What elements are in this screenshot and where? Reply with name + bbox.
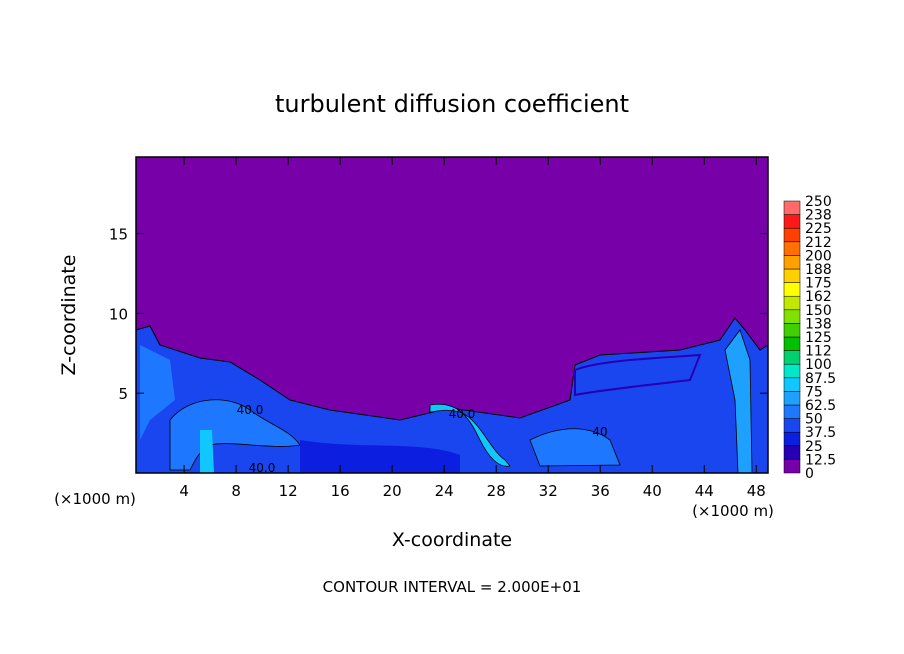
y-tick-label: 15 xyxy=(109,226,128,244)
x-tick-label: 40 xyxy=(643,482,662,500)
field-region xyxy=(140,345,175,440)
colorbar-label: 100 xyxy=(805,357,832,373)
colorbar-label: 87.5 xyxy=(805,371,836,387)
x-tick-label: 36 xyxy=(591,482,610,500)
field xyxy=(135,157,769,474)
colorbar-label: 250 xyxy=(805,194,832,210)
colorbar-label: 162 xyxy=(805,289,832,305)
colorbar-cell xyxy=(783,404,801,419)
colorbar-label: 238 xyxy=(805,208,832,224)
colorbar-label: 112 xyxy=(805,344,832,360)
field-region xyxy=(300,440,460,473)
colorbar-cell xyxy=(783,227,801,243)
y-tick-label: 10 xyxy=(109,305,128,323)
colorbar-cell xyxy=(783,391,801,406)
x-tick-label: 48 xyxy=(747,482,766,500)
contour-label: 40 xyxy=(592,425,607,439)
x-unit-label: (×1000 m) xyxy=(54,490,136,508)
x-tick-label: 4 xyxy=(179,482,189,500)
colorbar-label: 37.5 xyxy=(805,425,836,441)
x-tick-label: 28 xyxy=(487,482,506,500)
field-region xyxy=(574,353,702,397)
colorbar-label: 212 xyxy=(805,235,832,251)
colorbar-cell xyxy=(783,282,801,297)
y-axis-label: Z-coordinate xyxy=(58,255,80,376)
colorbar-cell xyxy=(783,445,801,460)
colorbar-label: 50 xyxy=(805,412,823,428)
colorbar-cell xyxy=(783,350,801,365)
contour-label: 40.0 xyxy=(237,403,264,417)
field-region xyxy=(429,403,511,467)
colorbar-label: 0 xyxy=(805,466,814,482)
colorbar-label: 75 xyxy=(805,384,823,400)
colorbar-cell xyxy=(783,377,801,392)
colorbar-label: 62.5 xyxy=(805,398,836,414)
colorbar-cell xyxy=(783,418,801,433)
x-axis-label: X-coordinate xyxy=(392,529,512,551)
colorbar-label: 150 xyxy=(805,303,832,319)
colorbar-label: 225 xyxy=(805,221,832,237)
colorbar-label: 138 xyxy=(805,316,832,332)
x-tick-label: 16 xyxy=(331,482,350,500)
colorbar-cell xyxy=(783,309,801,324)
colorbar-cell xyxy=(783,268,801,283)
colorbar-label: 188 xyxy=(805,262,832,278)
colorbar-cell xyxy=(783,241,801,256)
y-tick-label: 5 xyxy=(118,385,128,403)
x-tick-label: 24 xyxy=(435,482,454,500)
contour-label: 40.0 xyxy=(449,407,476,421)
colorbar-cell xyxy=(783,200,801,215)
colorbar-label: 125 xyxy=(805,330,832,346)
x-tick-label: 44 xyxy=(695,482,714,500)
colorbar-cell xyxy=(783,363,801,379)
plot-frame xyxy=(135,156,769,474)
x-tick-label: 8 xyxy=(231,482,241,500)
field-region xyxy=(135,317,769,474)
colorbar-label: 12.5 xyxy=(805,452,836,468)
colorbar-cell xyxy=(783,336,801,351)
field-region xyxy=(169,399,301,471)
field-region xyxy=(200,430,214,473)
colorbar-label: 175 xyxy=(805,276,832,292)
x-tick-label: 32 xyxy=(539,482,558,500)
x-tick-label: 12 xyxy=(279,482,298,500)
colorbar-label: 200 xyxy=(805,248,832,264)
footer: CONTOUR INTERVAL = 2.000E+01 xyxy=(323,578,582,596)
x-unit-label: (×1000 m) xyxy=(692,502,774,520)
colorbar-cell xyxy=(783,431,801,447)
colorbar-cell xyxy=(783,255,801,270)
colorbar-cell xyxy=(783,214,801,229)
field-region xyxy=(529,428,621,467)
chart-title: turbulent diffusion coefficient xyxy=(275,90,629,118)
colorbar-cell xyxy=(783,295,801,311)
colorbar-label: 25 xyxy=(805,439,823,455)
contour-label: 40.0 xyxy=(249,461,276,475)
colorbar-cell xyxy=(783,323,801,338)
x-tick-label: 20 xyxy=(383,482,402,500)
colorbar-cell xyxy=(783,459,801,474)
